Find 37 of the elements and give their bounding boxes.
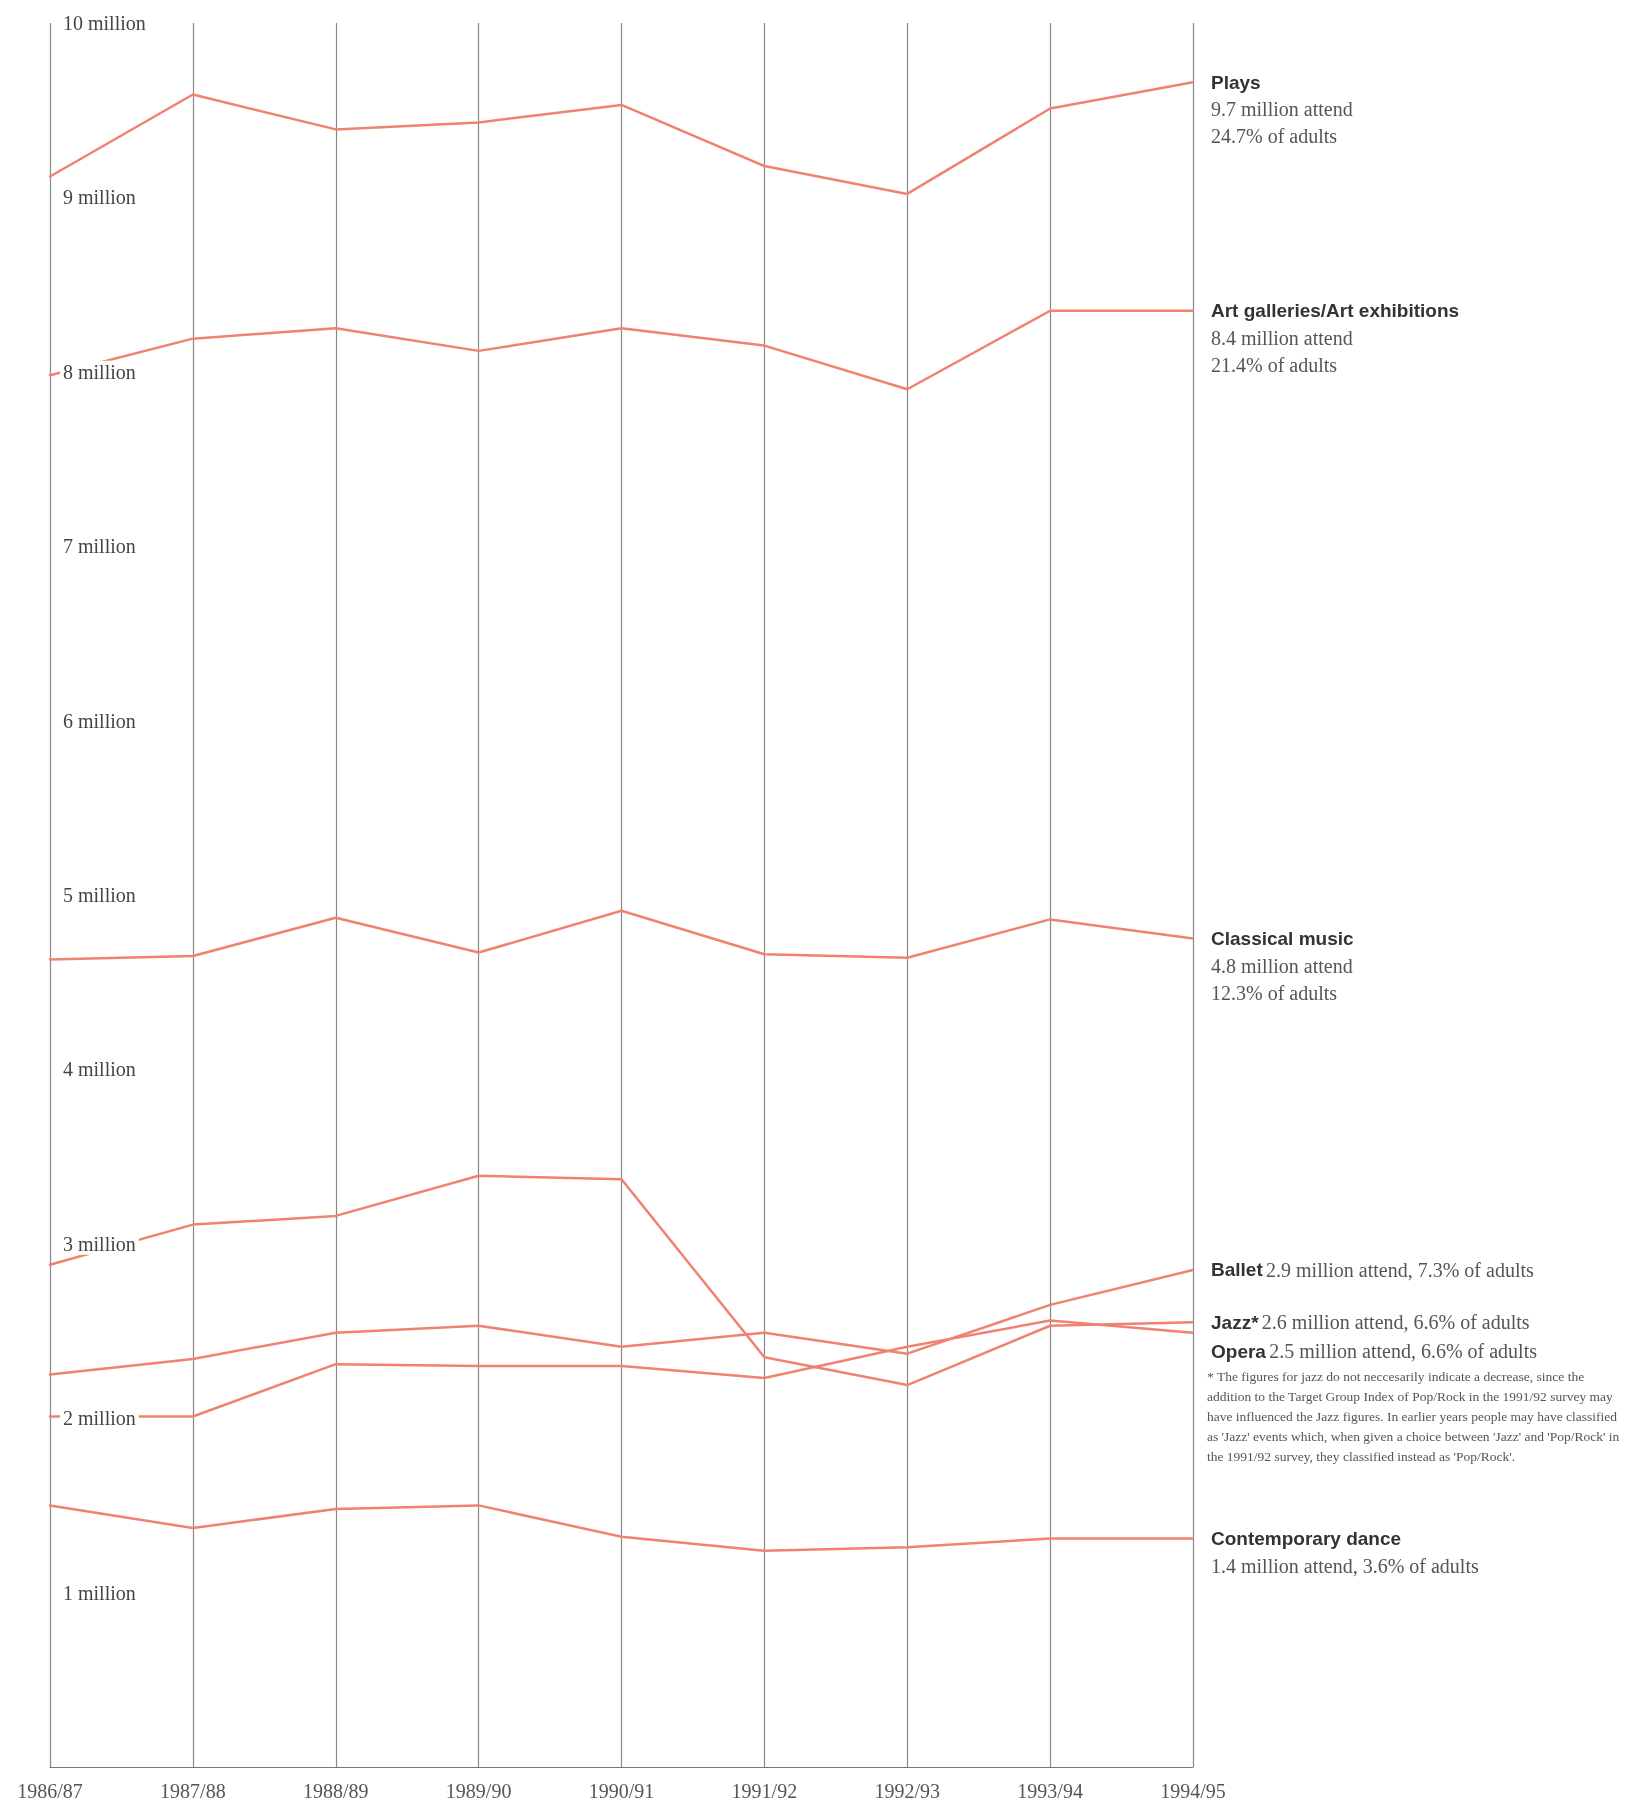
y-tick-label: 1 million bbox=[63, 1581, 136, 1604]
y-tick-label: 4 million bbox=[63, 1058, 136, 1081]
series-label: Art galleries/Art exhibitions bbox=[1211, 300, 1460, 322]
series-label: Ballet bbox=[1211, 1259, 1264, 1281]
y-tick-label: 5 million bbox=[63, 884, 136, 906]
series-label: Plays bbox=[1211, 71, 1261, 93]
line-series bbox=[48, 309, 1195, 391]
series-label: Opera bbox=[1211, 1340, 1267, 1362]
text: 2.9 million attend, 7.3% of adults bbox=[1266, 1258, 1535, 1281]
text: 2.6 million attend, 6.6% of adults bbox=[1261, 1311, 1530, 1334]
line-series bbox=[48, 909, 1195, 961]
y-tick-label: 3 million bbox=[63, 1232, 136, 1255]
y-tick-label: 10 million bbox=[63, 12, 146, 34]
series-label: Jazz* bbox=[1211, 1311, 1260, 1333]
y-tick-label: 7 million bbox=[63, 535, 136, 558]
x-tick-label: 1992/93 bbox=[874, 1780, 941, 1802]
y-tick-label: 6 million bbox=[63, 709, 136, 732]
x-tick-label: 1990/91 bbox=[588, 1780, 655, 1802]
text: * The figures for jazz do not neccesarily indicate a decrease, since the addition to the Target Group Index of Pop/Rock in the 1991/92 survey may have influenced the Jazz figures. In earlier years people may have classified as 'Jazz' events which, when given a choice between 'Jazz' and 'Pop/Rock' in the 1991/92 survey, they classified instead as 'Pop/Rock'. bbox=[1207, 1369, 1623, 1465]
x-tick-label: 1991/92 bbox=[731, 1780, 798, 1802]
series-label: Contemporary dance bbox=[1211, 1528, 1402, 1550]
x-tick-label: 1987/88 bbox=[160, 1780, 226, 1802]
x-tick-label: 1988/89 bbox=[302, 1780, 369, 1802]
y-tick-label: 8 million bbox=[63, 360, 136, 383]
x-tick-label: 1993/94 bbox=[1017, 1780, 1083, 1802]
text: 9.7 million attend 24.7% of adults bbox=[1211, 98, 1353, 148]
line-series bbox=[48, 1504, 1195, 1552]
series-label: Classical music bbox=[1211, 928, 1355, 950]
y-tick-label: 2 million bbox=[63, 1407, 136, 1430]
x-tick-label: 1994/95 bbox=[1160, 1780, 1226, 1802]
text: 8.4 million attend 21.4% of adults bbox=[1211, 326, 1353, 376]
x-tick-label: 1989/90 bbox=[445, 1780, 512, 1802]
text: 4.8 million attend 12.3% of adults bbox=[1211, 954, 1353, 1004]
text: 1.4 million attend, 3.6% of adults bbox=[1211, 1554, 1479, 1577]
y-tick-label: 9 million bbox=[63, 186, 136, 209]
x-tick-label: 1986/87 bbox=[17, 1780, 83, 1802]
text: 2.5 million attend, 6.6% of adults bbox=[1269, 1340, 1538, 1363]
